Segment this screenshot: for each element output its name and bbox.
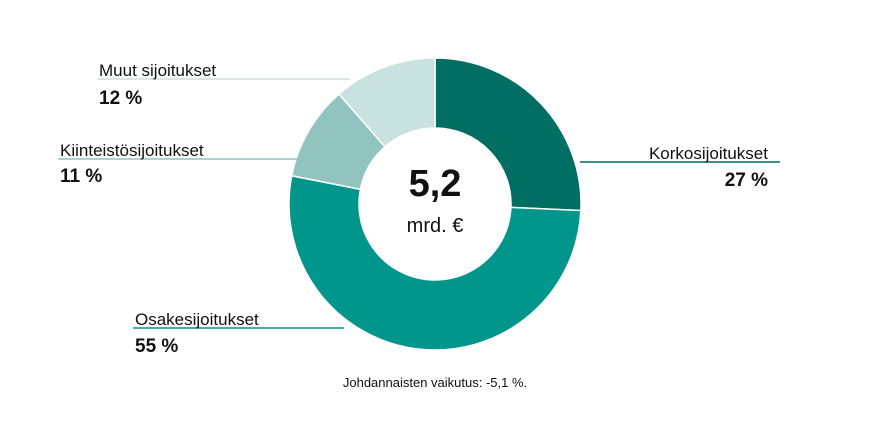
label-name-muut-sijoitukset: Muut sijoitukset bbox=[99, 61, 216, 80]
label-name-kiinteistosijoitukset: Kiinteistösijoitukset bbox=[60, 141, 204, 160]
donut-slices bbox=[288, 57, 582, 351]
label-pct-osakesijoitukset: 55 % bbox=[135, 336, 178, 357]
footnote: Johdannaisten vaikutus: -5,1 %. bbox=[343, 375, 527, 390]
slice-korkosijoitukset bbox=[434, 57, 582, 212]
label-pct-korkosijoitukset: 27 % bbox=[725, 170, 768, 191]
center-value: 5,2 bbox=[409, 163, 462, 205]
label-name-korkosijoitukset: Korkosijoitukset bbox=[649, 144, 768, 163]
slice-muut-sijoitukset bbox=[337, 57, 436, 148]
center-unit: mrd. € bbox=[407, 215, 464, 237]
label-name-osakesijoitukset: Osakesijoitukset bbox=[135, 310, 259, 329]
slice-osakesijoitukset bbox=[288, 174, 582, 351]
label-pct-kiinteistosijoitukset: 11 % bbox=[60, 166, 102, 187]
label-pct-muut-sijoitukset: 12 % bbox=[99, 88, 142, 109]
